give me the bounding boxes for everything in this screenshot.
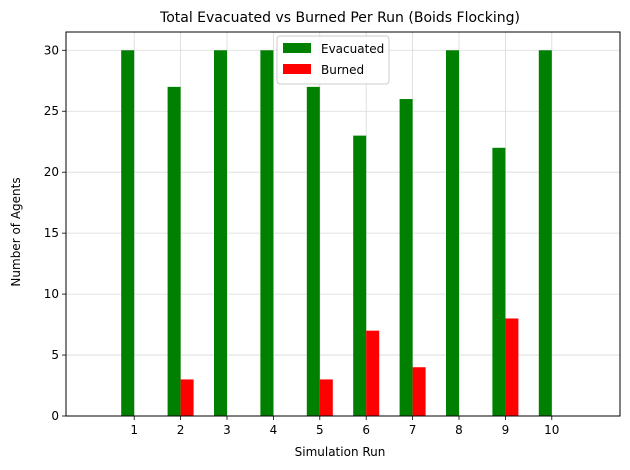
evacuated-bar <box>260 50 274 417</box>
evacuated-bar <box>446 50 459 417</box>
y-tick-label: 30 <box>44 43 59 57</box>
x-tick-label: 2 <box>177 423 185 437</box>
y-axis-ticks: 0 5 10 15 20 25 30 <box>44 43 66 423</box>
legend-label: Burned <box>321 63 364 77</box>
x-tick-label: 3 <box>223 423 231 437</box>
evacuated-bar <box>353 135 367 416</box>
x-tick-label: 8 <box>455 423 463 437</box>
burned-bar <box>319 379 333 416</box>
burned-bar <box>366 330 380 416</box>
x-tick-label: 9 <box>502 423 510 437</box>
plot-frame <box>65 31 621 417</box>
burned-bar <box>412 367 426 416</box>
y-tick-label: 0 <box>51 409 59 423</box>
burned-bar <box>505 318 519 416</box>
legend-swatch <box>283 64 311 74</box>
y-tick-label: 5 <box>51 348 59 362</box>
bars <box>121 50 552 417</box>
evacuated-bar <box>121 50 135 417</box>
x-axis-title: Simulation Run <box>295 445 386 459</box>
evacuated-bar <box>492 147 506 417</box>
burned-bar <box>180 379 194 416</box>
y-tick-label: 20 <box>44 165 59 179</box>
x-tick-label: 10 <box>544 423 559 437</box>
legend-swatch <box>283 43 311 53</box>
x-tick-label: 5 <box>316 423 324 437</box>
chart-title: Total Evacuated vs Burned Per Run (Boids… <box>159 10 520 26</box>
y-tick-label: 10 <box>44 287 59 301</box>
x-tick-label: 1 <box>130 423 138 437</box>
evacuated-bar <box>538 50 552 417</box>
y-tick-label: 15 <box>44 226 59 240</box>
evacuated-bar <box>167 86 181 416</box>
legend: Evacuated Burned <box>276 35 390 85</box>
y-tick-label: 25 <box>44 104 59 118</box>
legend-label: Evacuated <box>321 42 384 56</box>
evacuated-bar <box>214 50 227 417</box>
x-tick-label: 7 <box>409 423 417 437</box>
x-tick-label: 6 <box>362 423 370 437</box>
x-axis-ticks: 1 2 3 4 5 6 7 8 9 10 <box>130 416 559 437</box>
evacuated-bar <box>306 86 320 416</box>
evacuated-bar <box>399 99 413 417</box>
x-tick-label: 4 <box>270 423 278 437</box>
y-axis-title: Number of Agents <box>9 177 23 286</box>
